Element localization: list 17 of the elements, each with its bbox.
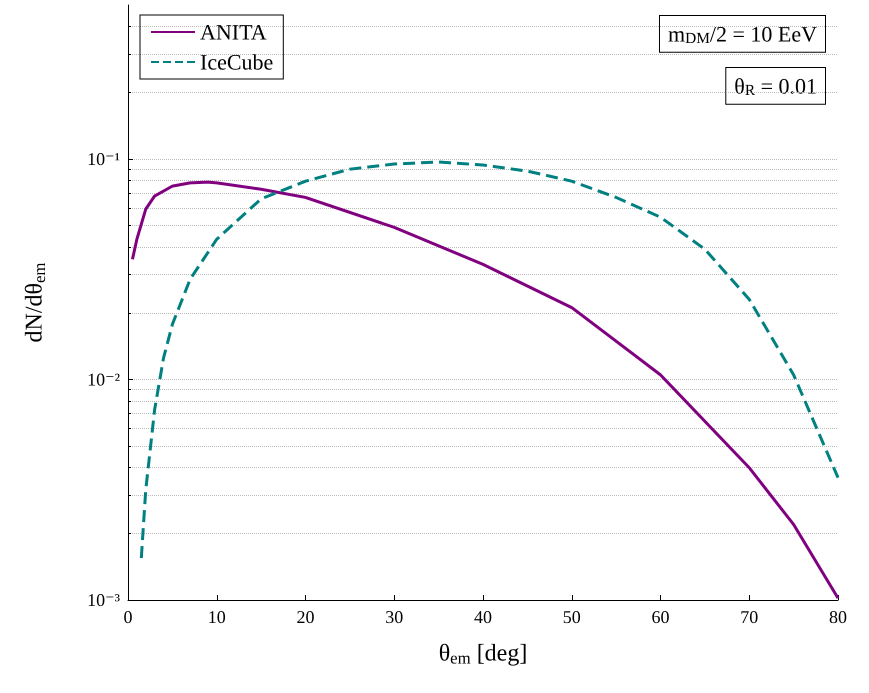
annotation: mDM/2 = 10 EeV xyxy=(668,21,818,47)
legend-label: ANITA xyxy=(200,20,267,44)
y-tick-label: 10⁻² xyxy=(87,370,120,390)
x-tick-label: 80 xyxy=(829,607,847,627)
y-tick-label: 10⁻¹ xyxy=(87,149,120,170)
x-tick-label: 10 xyxy=(208,607,226,627)
annotation: θR = 0.01 xyxy=(734,73,818,99)
x-tick-label: 40 xyxy=(474,607,492,627)
x-tick-label: 50 xyxy=(562,607,581,627)
x-tick-label: 60 xyxy=(652,607,670,627)
x-tick-label: 30 xyxy=(385,607,404,627)
x-tick-label: 70 xyxy=(740,607,758,627)
x-tick-label: 0 xyxy=(124,607,132,627)
y-axis-title: dN/dθem xyxy=(22,262,49,342)
x-tick-label: 20 xyxy=(296,607,314,627)
legend-label: IceCube xyxy=(200,50,274,74)
y-tick-label: 10⁻³ xyxy=(87,590,121,610)
